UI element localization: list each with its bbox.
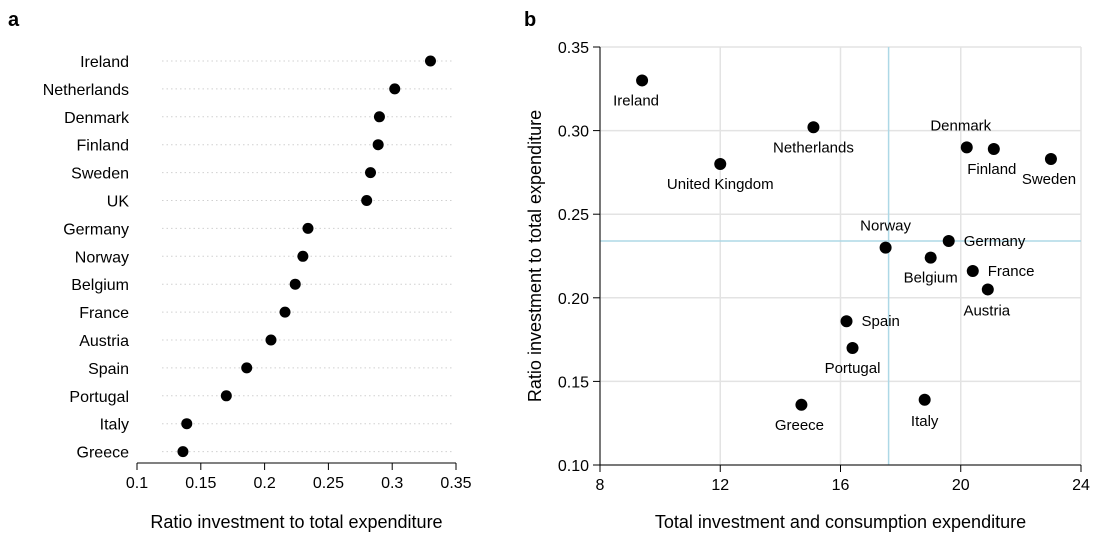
category-label: UK: [107, 194, 130, 211]
category-label: Finland: [77, 138, 129, 155]
data-point: [918, 393, 931, 406]
panel-b-scatter-plot: 8 12 16 20 24 0.10 0.15 0.20 0.25 0.30 0.35 Total i…: [525, 40, 1090, 532]
category-label: Netherlands: [43, 82, 129, 99]
point-label: Sweden: [1022, 171, 1076, 188]
data-point: [714, 158, 727, 171]
category-label: Austria: [79, 333, 129, 350]
category-label: Germany: [63, 221, 129, 238]
point-label: Austria: [963, 302, 1010, 319]
point-label: Norway: [860, 218, 911, 235]
data-point: [297, 250, 309, 262]
data-point: [372, 139, 384, 151]
data-point: [807, 121, 820, 134]
point-label: United Kingdom: [667, 176, 774, 193]
x-tick-label: 0.1: [126, 475, 148, 492]
x-tick-label: 0.25: [313, 475, 344, 492]
data-point: [942, 234, 955, 247]
x-tick-label: 20: [952, 477, 970, 494]
point-label: France: [988, 263, 1035, 280]
data-point: [846, 341, 859, 354]
point-label: Ireland: [613, 92, 659, 109]
data-point: [302, 222, 314, 234]
y-tick-label: 0.10: [558, 458, 589, 475]
data-point: [924, 251, 937, 264]
y-tick-label: 0.30: [558, 124, 589, 141]
data-point: [220, 390, 232, 402]
category-label: Belgium: [71, 277, 129, 294]
point-labels: Ireland Netherlands United Kingdom Denmark F…: [613, 92, 1076, 433]
point-label: Italy: [911, 413, 939, 430]
data-point: [181, 418, 193, 430]
category-label: Sweden: [71, 166, 129, 183]
data-point: [636, 74, 649, 87]
data-point: [879, 241, 892, 254]
x-tick-label: 0.15: [185, 475, 216, 492]
y-axis-title: Ratio investment to total expenditure: [525, 110, 545, 402]
data-point: [840, 315, 853, 328]
x-tick-label: 16: [832, 477, 850, 494]
y-tick-label: 0.25: [558, 207, 589, 224]
point-label: Finland: [967, 161, 1016, 178]
data-point: [279, 306, 291, 318]
data-point: [361, 195, 373, 206]
y-tick-label: 0.15: [558, 374, 589, 391]
x-tick-label: 0.35: [440, 475, 471, 492]
point-label: Greece: [775, 417, 824, 434]
category-label: Italy: [100, 417, 129, 434]
data-point: [981, 283, 994, 296]
point-label: Germany: [964, 233, 1026, 250]
data-point: [1044, 153, 1057, 166]
x-tick-label: 0.2: [253, 475, 275, 492]
data-point: [365, 167, 377, 179]
data-point: [389, 83, 401, 95]
data-point: [987, 142, 1000, 155]
x-axis-title: Ratio investment to total expenditure: [150, 512, 442, 532]
x-tick-label: 0.3: [381, 475, 403, 492]
y-tick-label: 0.35: [558, 40, 589, 57]
point-label: Portugal: [825, 360, 881, 377]
data-point: [960, 141, 973, 154]
data-point: [177, 446, 189, 458]
x-tick-label: 8: [596, 477, 605, 494]
data-point: [289, 278, 301, 290]
data-point: [241, 362, 253, 374]
category-label: Spain: [88, 361, 129, 378]
data-point: [265, 334, 277, 346]
panel-a-dot-plot: Ireland Netherlands Denmark Finland Sweden UK…: [43, 54, 472, 532]
data-point: [795, 398, 808, 411]
category-label: France: [79, 305, 129, 322]
panel-a-letter: a: [8, 9, 20, 31]
panel-b-letter: b: [524, 9, 536, 31]
data-point: [373, 111, 385, 123]
category-label: Portugal: [69, 389, 129, 406]
x-tick-label: 12: [711, 477, 729, 494]
category-label: Denmark: [64, 110, 130, 127]
data-point: [424, 55, 436, 67]
x-axis-title: Total investment and consumption expendi…: [655, 512, 1026, 532]
category-label: Norway: [75, 249, 129, 266]
category-label: Greece: [77, 445, 130, 462]
data-point: [966, 265, 979, 278]
point-label: Belgium: [904, 270, 958, 287]
point-label: Netherlands: [773, 139, 854, 156]
x-tick-label: 24: [1072, 477, 1090, 494]
y-tick-label: 0.20: [558, 291, 589, 308]
category-label: Ireland: [80, 54, 129, 71]
point-label: Spain: [862, 313, 900, 330]
point-label: Denmark: [930, 117, 991, 134]
